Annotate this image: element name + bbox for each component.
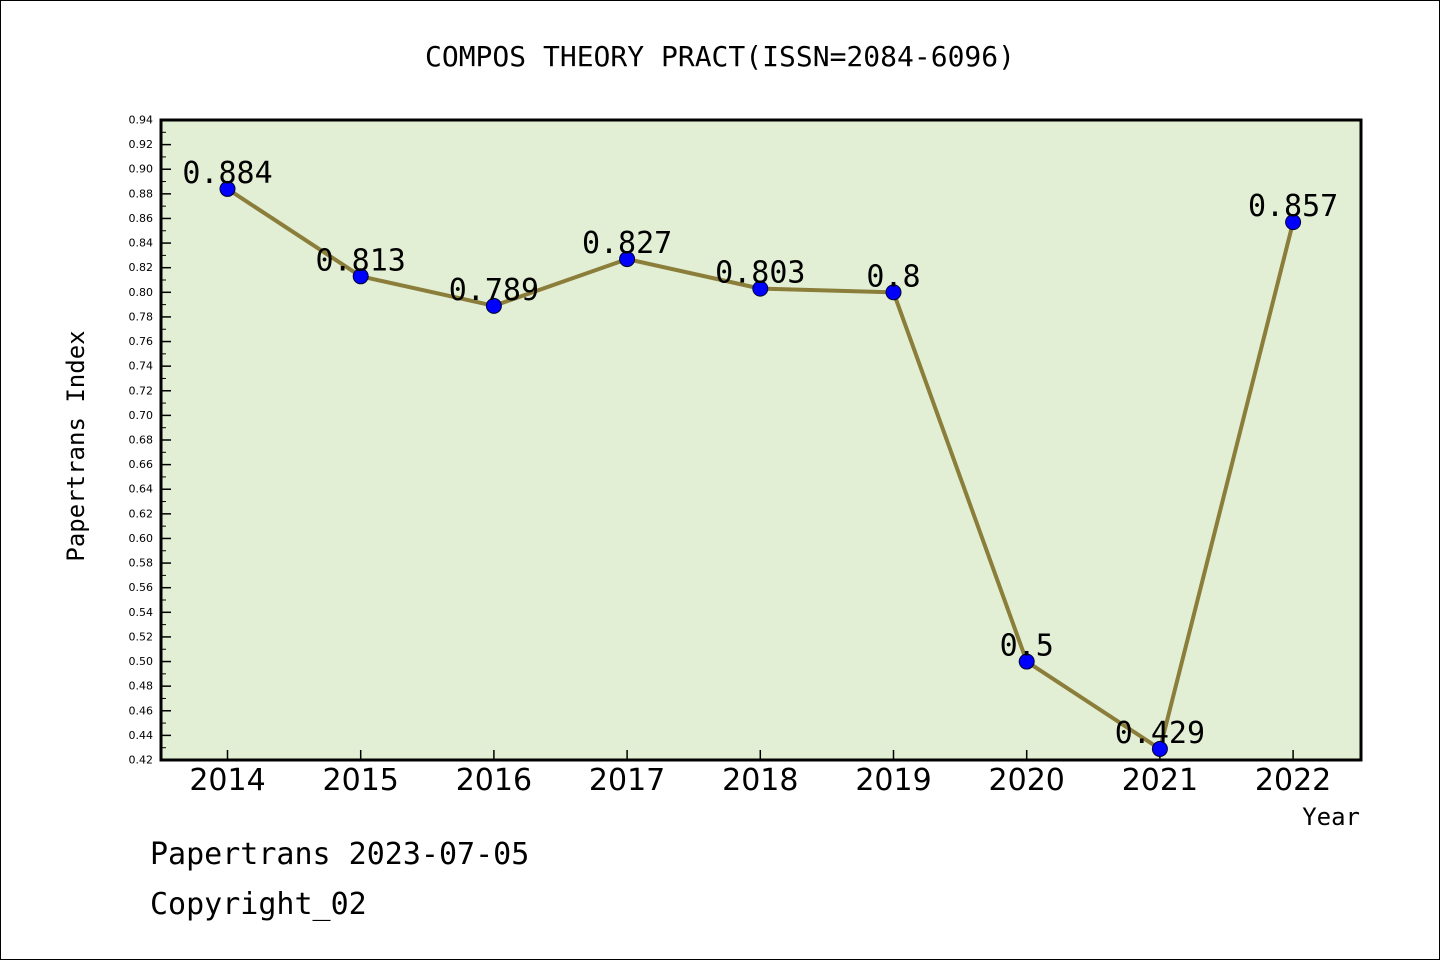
y-tick-label: 0.74 — [129, 360, 154, 373]
data-point — [752, 280, 769, 297]
data-point — [1018, 653, 1035, 670]
y-tick-label: 0.58 — [129, 557, 154, 570]
data-label: 0.5 — [1000, 629, 1054, 664]
y-axis-ticks: 0.42 0.44 0.46 0.48 0.50 0.52 0.54 0.56 0.58 0.60… — [129, 114, 171, 767]
y-tick-label: 0.72 — [129, 384, 154, 397]
x-tick-label: 2014 — [189, 763, 265, 798]
data-label: 0.789 — [449, 273, 539, 308]
x-tick-label: 2017 — [589, 763, 665, 798]
data-labels-group: 0.884 0.813 0.789 0.827 0.803 0.8 0.5 0.429 0.85… — [182, 156, 1338, 751]
y-tick-label: 0.70 — [129, 409, 154, 422]
y-tick-label: 0.48 — [129, 680, 154, 693]
data-label: 0.827 — [582, 226, 672, 261]
y-tick-label: 0.90 — [129, 163, 154, 176]
y-tick-label: 0.80 — [129, 286, 154, 299]
y-tick-label: 0.94 — [129, 114, 154, 127]
data-label: 0.429 — [1115, 716, 1205, 751]
data-point — [619, 251, 636, 268]
footer-copyright: Copyright_02 — [150, 887, 367, 922]
y-tick-label: 0.44 — [129, 729, 154, 742]
y-tick-label: 0.88 — [129, 187, 154, 200]
data-label: 0.884 — [182, 156, 272, 191]
data-point — [352, 268, 369, 285]
y-tick-label: 0.66 — [129, 458, 154, 471]
x-tick-label: 2022 — [1255, 763, 1331, 798]
y-tick-label: 0.52 — [129, 630, 154, 643]
y-tick-label: 0.42 — [129, 754, 154, 767]
data-point — [1285, 214, 1302, 231]
y-tick-label: 0.46 — [129, 704, 154, 717]
x-tick-label: 2015 — [323, 763, 399, 798]
data-point — [219, 180, 236, 197]
data-label: 0.8 — [866, 259, 920, 294]
chart-title: COMPOS THEORY PRACT(ISSN=2084-6096) — [425, 40, 1015, 73]
data-point — [1151, 740, 1168, 757]
y-tick-label: 0.84 — [129, 237, 154, 250]
x-tick-label: 2021 — [1122, 763, 1198, 798]
x-tick-label: 2016 — [456, 763, 532, 798]
y-tick-label: 0.86 — [129, 212, 154, 225]
series-points-group — [219, 180, 1302, 757]
footer-date: Papertrans 2023-07-05 — [150, 837, 529, 872]
data-label: 0.813 — [316, 243, 406, 278]
x-axis-ticks: 2014 2015 2016 2017 2018 2019 2020 2021 2022 — [189, 750, 1331, 798]
y-tick-label: 0.76 — [129, 335, 154, 348]
x-tick-label: 2019 — [855, 763, 931, 798]
data-point — [485, 297, 502, 314]
x-axis-label: Year — [1302, 803, 1360, 831]
data-label: 0.803 — [715, 256, 805, 291]
x-tick-label: 2018 — [722, 763, 798, 798]
y-tick-label: 0.82 — [129, 261, 154, 274]
y-tick-label: 0.78 — [129, 310, 154, 323]
y-tick-label: 0.54 — [129, 606, 154, 619]
y-tick-label: 0.50 — [129, 655, 154, 668]
y-tick-label: 0.64 — [129, 483, 154, 496]
data-point — [885, 284, 902, 301]
y-tick-label: 0.68 — [129, 434, 154, 447]
y-tick-label: 0.60 — [129, 532, 154, 545]
x-tick-label: 2020 — [989, 763, 1065, 798]
y-tick-label: 0.56 — [129, 581, 154, 594]
data-label: 0.857 — [1248, 189, 1338, 224]
y-tick-label: 0.92 — [129, 138, 154, 151]
y-tick-label: 0.62 — [129, 507, 154, 520]
y-axis-label: Papertrans Index — [62, 330, 90, 561]
plot-area — [159, 118, 1363, 762]
